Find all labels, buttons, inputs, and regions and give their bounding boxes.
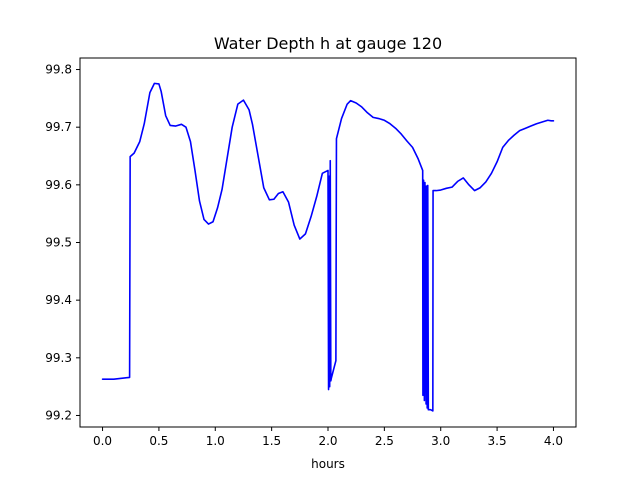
- x-axis-label: hours: [311, 457, 345, 471]
- x-tick-label: 1.0: [206, 434, 225, 448]
- y-tick-label: 99.4: [45, 293, 72, 307]
- y-tick-label: 99.8: [45, 63, 72, 77]
- y-tick-label: 99.6: [45, 178, 72, 192]
- x-tick-label: 2.0: [318, 434, 337, 448]
- x-tick-label: 1.5: [262, 434, 281, 448]
- x-tick-label: 3.0: [431, 434, 450, 448]
- x-tick-label: 3.5: [488, 434, 507, 448]
- x-tick-label: 2.5: [375, 434, 394, 448]
- x-tick-label: 4.0: [544, 434, 563, 448]
- x-axis-ticks: 0.0 0.5 1.0 1.5 2.0 2.5 3.0 3.5 4.0: [93, 427, 563, 448]
- series-line-0: [101, 82, 555, 412]
- axes-frame: [79, 57, 577, 428]
- chart-title: Water Depth h at gauge 120: [214, 34, 442, 53]
- plot-area: [101, 82, 555, 412]
- y-axis-ticks: 99.2 99.3 99.4 99.5 99.6 99.7 99.8: [45, 63, 80, 422]
- x-tick-label: 0.5: [149, 434, 168, 448]
- x-tick-label: 0.0: [93, 434, 112, 448]
- y-tick-label: 99.3: [45, 351, 72, 365]
- y-tick-label: 99.5: [45, 236, 72, 250]
- y-tick-label: 99.7: [45, 120, 72, 134]
- y-tick-label: 99.2: [45, 408, 72, 422]
